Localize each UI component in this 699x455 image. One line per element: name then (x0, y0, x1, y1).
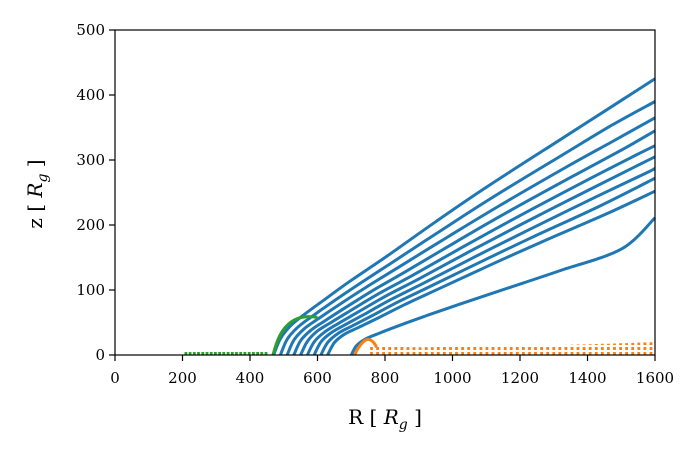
y-tick-label: 200 (76, 216, 105, 234)
y-axis-label: z [ Rg ] (23, 159, 51, 228)
blue-streamline-3 (292, 129, 656, 356)
green-streamline-10 (271, 315, 318, 356)
y-tick-label: 0 (95, 346, 105, 364)
x-tick-label: 1600 (636, 369, 674, 387)
x-tick-label: 1200 (501, 369, 539, 387)
x-tick-label: 1400 (568, 369, 606, 387)
blue-streamline-7 (319, 176, 656, 356)
y-tick-label: 300 (76, 151, 105, 169)
x-tick-label: 800 (371, 369, 400, 387)
y-tick-label: 100 (76, 281, 105, 299)
plot-frame (114, 29, 656, 356)
blue-streamline-4 (299, 144, 656, 356)
x-axis-label: R [ Rg ] (348, 405, 422, 433)
blue-streamline-6 (312, 167, 656, 356)
x-tick-label: 600 (303, 369, 332, 387)
blue-streamline-0 (272, 77, 656, 356)
x-tick-label: 1000 (433, 369, 471, 387)
blue-streamline-1 (279, 100, 656, 356)
orange-streamline-11 (353, 337, 378, 356)
y-tick-label: 500 (76, 21, 105, 39)
blue-streamline-9 (349, 216, 657, 356)
y-tick-label: 400 (76, 86, 105, 104)
blue-streamline-8 (326, 189, 656, 356)
x-tick-label: 400 (236, 369, 265, 387)
x-tick-label: 0 (110, 369, 120, 387)
blue-streamline-5 (306, 155, 656, 356)
blue-streamline-2 (285, 116, 656, 356)
x-tick-label: 200 (168, 369, 197, 387)
